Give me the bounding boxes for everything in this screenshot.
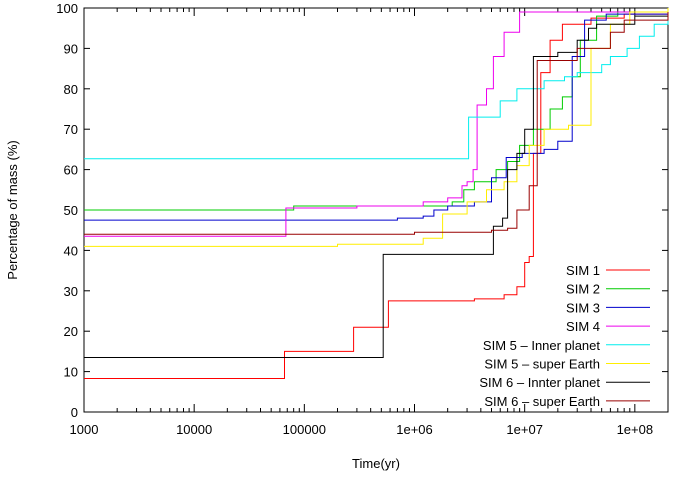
legend-label: SIM 6 – super Earth: [484, 394, 600, 409]
x-tick-label: 1e+07: [506, 422, 543, 437]
y-axis-label: Percentage of mass (%): [5, 140, 20, 279]
legend-label: SIM 6 – Innter planet: [479, 375, 600, 390]
series-layer: [84, 8, 669, 379]
series-line-8: [84, 12, 669, 235]
series-line-2: [84, 8, 669, 211]
legend-label: SIM 5 – super Earth: [484, 357, 600, 372]
y-tick-label: 100: [56, 1, 78, 16]
x-tick-label: 1e+08: [617, 422, 654, 437]
y-tick-label: 50: [64, 203, 78, 218]
x-tick-label: 100000: [283, 422, 326, 437]
legend-label: SIM 2: [566, 282, 600, 297]
legend-label: SIM 1: [566, 263, 600, 278]
y-tick-label: 70: [64, 122, 78, 137]
y-tick-label: 40: [64, 243, 78, 258]
series-line-4: [84, 8, 669, 237]
x-tick-label: 1000: [70, 422, 99, 437]
series-line-1: [84, 8, 669, 379]
y-tick-label: 90: [64, 41, 78, 56]
y-tick-label: 10: [64, 365, 78, 380]
x-tick-label: 10000: [176, 422, 212, 437]
series-line-7: [84, 12, 669, 358]
axis-ticks: 0 10 20 30 40 50 60 70 80 90 100 1000 10000 100000 1e+…: [56, 1, 669, 437]
x-axis-label: Time(yr): [352, 456, 400, 471]
y-tick-label: 80: [64, 82, 78, 97]
legend-label: SIM 5 – Inner planet: [483, 338, 600, 353]
legend-label: SIM 4: [566, 319, 600, 334]
legend-label: SIM 3: [566, 300, 600, 315]
x-tick-label: 1e+06: [396, 422, 433, 437]
y-tick-label: 20: [64, 324, 78, 339]
y-tick-label: 30: [64, 284, 78, 299]
series-line-5: [84, 20, 669, 160]
y-tick-label: 0: [71, 405, 78, 420]
legend: SIM 1 SIM 2 SIM 3 SIM 4 SIM 5 – Inner planet…: [479, 263, 650, 409]
series-line-3: [84, 8, 669, 221]
y-tick-label: 60: [64, 163, 78, 178]
